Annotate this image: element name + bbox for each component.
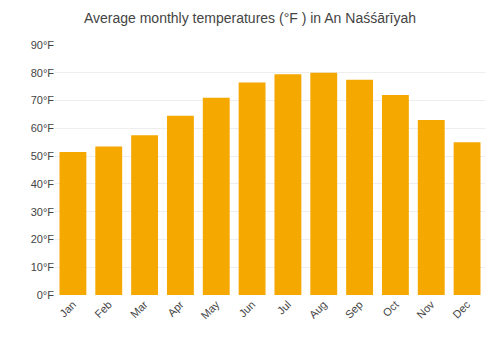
svg-text:Nov: Nov <box>414 298 437 321</box>
svg-text:Dec: Dec <box>450 298 473 321</box>
svg-text:80°F: 80°F <box>31 67 55 79</box>
svg-text:Aug: Aug <box>307 298 329 320</box>
svg-text:Apr: Apr <box>165 298 186 319</box>
svg-text:0°F: 0°F <box>37 289 55 301</box>
svg-text:Oct: Oct <box>380 298 401 319</box>
svg-text:Jan: Jan <box>57 298 78 319</box>
svg-text:Sep: Sep <box>343 298 365 320</box>
svg-text:Feb: Feb <box>92 298 114 320</box>
svg-text:Mar: Mar <box>128 298 150 320</box>
svg-text:Jun: Jun <box>236 298 257 319</box>
svg-text:50°F: 50°F <box>31 150 55 162</box>
svg-text:30°F: 30°F <box>31 206 55 218</box>
svg-text:20°F: 20°F <box>31 233 55 245</box>
svg-text:70°F: 70°F <box>31 94 55 106</box>
svg-text:40°F: 40°F <box>31 178 55 190</box>
svg-text:90°F: 90°F <box>31 39 55 51</box>
svg-text:10°F: 10°F <box>31 261 55 273</box>
svg-text:Jul: Jul <box>275 298 293 316</box>
svg-text:Average monthly temperatures (: Average monthly temperatures (°F ) in An… <box>84 10 416 26</box>
svg-text:60°F: 60°F <box>31 122 55 134</box>
svg-text:May: May <box>198 298 222 322</box>
